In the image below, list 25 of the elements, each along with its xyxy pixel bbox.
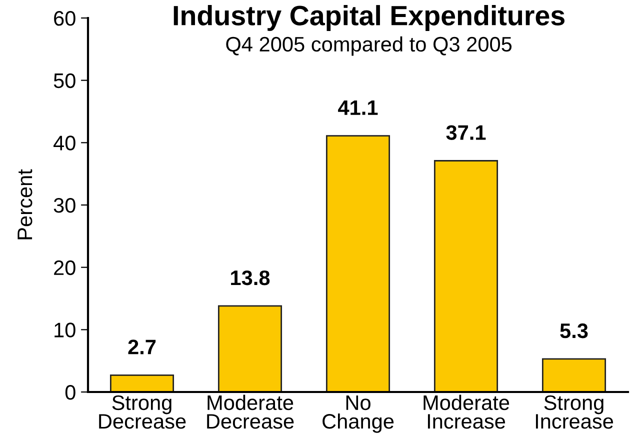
data-label: 37.1 — [446, 125, 486, 140]
y-tick-label: 20 — [54, 260, 76, 276]
text: Q4 2005 compared to Q3 2005 — [226, 36, 512, 56]
x-tick-label: Strong Increase — [536, 395, 614, 429]
y-tick-label: 30 — [54, 198, 76, 213]
y-tick-label: 10 — [54, 322, 76, 338]
y-tick-label: 50 — [54, 73, 76, 88]
x-tick-label: Moderate Increase — [424, 394, 510, 429]
x-tick-label: Strong Decrease — [99, 395, 186, 429]
bar — [434, 160, 498, 392]
x-tick-label: Moderate Decrease — [207, 394, 294, 429]
x-tick-label: No Change — [322, 396, 394, 433]
bar — [326, 135, 390, 392]
bar — [542, 358, 606, 392]
bar — [110, 374, 174, 392]
y-tick-label: 0 — [65, 385, 76, 400]
bar — [218, 305, 282, 392]
data-label: 2.7 — [128, 340, 156, 354]
y-axis-title: Percent — [18, 169, 32, 240]
data-label: 5.3 — [560, 323, 588, 338]
y-tick-label: 40 — [54, 136, 76, 150]
data-label: 41.1 — [338, 100, 378, 115]
y-tick-label: 60 — [54, 11, 76, 26]
chart-title: Industry Capital Expenditures — [174, 5, 564, 31]
data-label: 13.8 — [231, 270, 270, 286]
